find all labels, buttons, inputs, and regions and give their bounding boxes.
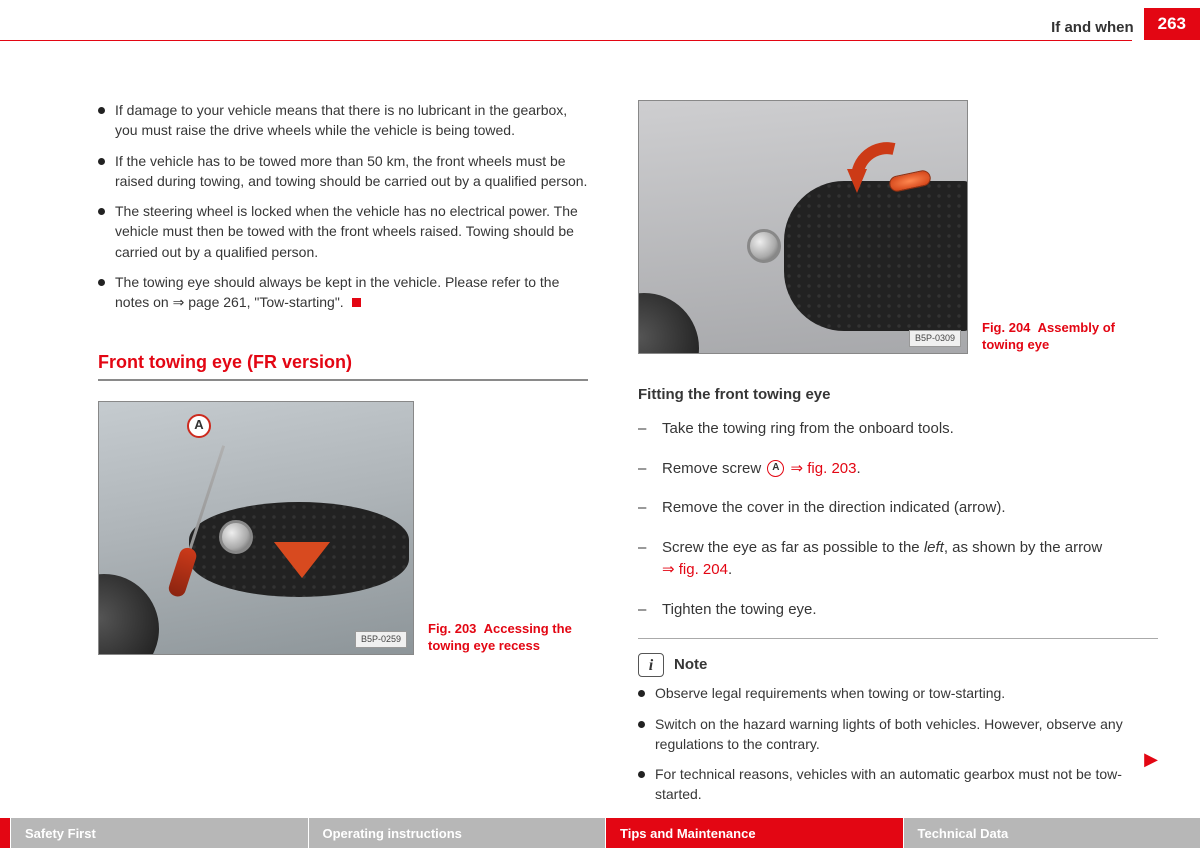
figure-203-caption: Fig. 203 Accessing the towing eye recess (428, 620, 588, 655)
callout-ref-a-icon: A (767, 460, 784, 477)
step-text-italic: left (924, 539, 944, 556)
step-text-part: . (856, 460, 860, 477)
bullet-text: If the vehicle has to be towed more than… (115, 151, 588, 192)
step-text: Tighten the towing eye. (662, 599, 817, 621)
content-area: If damage to your vehicle means that the… (0, 40, 1200, 815)
figure-203-image: A B5P-0259 (98, 401, 414, 655)
bullet-icon (98, 279, 105, 286)
step-text-part: . (728, 561, 732, 578)
note-text: Observe legal requirements when towing o… (655, 683, 1005, 703)
figure-204-caption: Fig. 204 Assembly of towing eye (982, 319, 1142, 354)
bullet-text: The steering wheel is locked when the ve… (115, 201, 588, 262)
bullet-icon (638, 771, 645, 778)
step-dash-icon: – (638, 537, 662, 581)
right-column: B5P-0309 Fig. 204 Assembly of towing eye… (638, 100, 1158, 815)
step-dash-icon: – (638, 418, 662, 440)
fig-caption-bold: Fig. 204 (982, 320, 1030, 335)
bullet-text-span: The towing eye should always be kept in … (115, 274, 559, 310)
bullet-icon (638, 690, 645, 697)
section-rule (98, 379, 588, 381)
step-dash-icon: – (638, 599, 662, 621)
note-header: i Note (638, 653, 1158, 677)
step-text: Take the towing ring from the onboard to… (662, 418, 954, 440)
figure-badge: B5P-0259 (355, 631, 407, 648)
step-text: Remove the cover in the direction indica… (662, 497, 1006, 519)
step-text-part: , as shown by the arrow (944, 539, 1102, 556)
step-item: – Remove the cover in the direction indi… (638, 497, 1158, 519)
figure-203-block: A B5P-0259 Fig. 203 Accessing the towing… (98, 401, 588, 655)
note-bullet-item: Switch on the hazard warning lights of b… (638, 714, 1158, 755)
subsection-title: Fitting the front towing eye (638, 384, 1158, 406)
bullet-icon (98, 158, 105, 165)
step-item: – Tighten the towing eye. (638, 599, 1158, 621)
bullet-text: The towing eye should always be kept in … (115, 272, 588, 313)
footer-lead-stripe (0, 818, 10, 848)
bullet-icon (638, 721, 645, 728)
section-heading: Front towing eye (FR version) (98, 349, 588, 375)
note-text: Switch on the hazard warning lights of b… (655, 714, 1158, 755)
bullet-item: If the vehicle has to be towed more than… (98, 151, 588, 192)
header-rule (0, 40, 1132, 41)
bullet-item: If damage to your vehicle means that the… (98, 100, 588, 141)
callout-label-a: A (187, 414, 211, 438)
step-text: Screw the eye as far as possible to the … (662, 537, 1102, 581)
left-column: If damage to your vehicle means that the… (98, 100, 588, 815)
figure-204-image: B5P-0309 (638, 100, 968, 354)
continued-arrow-icon: ▶ (1144, 749, 1158, 770)
figure-204-block: B5P-0309 Fig. 204 Assembly of towing eye (638, 100, 1158, 354)
bullet-item: The steering wheel is locked when the ve… (98, 201, 588, 262)
info-icon: i (638, 653, 664, 677)
page-header: If and when 263 (0, 0, 1200, 40)
tab-tips-maintenance[interactable]: Tips and Maintenance (605, 818, 903, 848)
step-item: – Take the towing ring from the onboard … (638, 418, 1158, 440)
note-rule (638, 638, 1158, 639)
fig-caption-bold: Fig. 203 (428, 621, 476, 636)
step-dash-icon: – (638, 458, 662, 480)
step-item: – Remove screw A ⇒ fig. 203. (638, 458, 1158, 480)
foglamp-shape (219, 520, 253, 554)
step-text: Remove screw A ⇒ fig. 203. (662, 458, 861, 480)
bullet-text: If damage to your vehicle means that the… (115, 100, 588, 141)
curved-arrow-icon (839, 137, 909, 207)
step-dash-icon: – (638, 497, 662, 519)
note-label: Note (674, 654, 707, 676)
foglamp-shape (747, 229, 781, 263)
figure-reference-link[interactable]: ⇒ fig. 204 (662, 561, 728, 578)
note-bullet-item: For technical reasons, vehicles with an … (638, 764, 1158, 805)
figure-reference-link[interactable]: ⇒ fig. 203 (786, 460, 856, 477)
page-number: 263 (1144, 8, 1200, 40)
end-marker-icon (352, 298, 361, 307)
step-item: – Screw the eye as far as possible to th… (638, 537, 1158, 581)
tire-shape (638, 293, 699, 354)
bullet-icon (98, 208, 105, 215)
bullet-item: The towing eye should always be kept in … (98, 272, 588, 313)
tab-operating-instructions[interactable]: Operating instructions (308, 818, 606, 848)
note-bullet-item: Observe legal requirements when towing o… (638, 683, 1158, 703)
tab-safety-first[interactable]: Safety First (10, 818, 308, 848)
note-text: For technical reasons, vehicles with an … (655, 764, 1158, 805)
arrow-down-icon (274, 542, 330, 578)
section-title: If and when (1051, 19, 1144, 40)
step-text-part: Remove screw (662, 460, 765, 477)
step-text-part: Screw the eye as far as possible to the (662, 539, 924, 556)
footer-tabs: Safety First Operating instructions Tips… (0, 818, 1200, 848)
bullet-icon (98, 107, 105, 114)
figure-badge: B5P-0309 (909, 330, 961, 347)
tire-shape (98, 574, 159, 655)
tab-technical-data[interactable]: Technical Data (903, 818, 1200, 848)
